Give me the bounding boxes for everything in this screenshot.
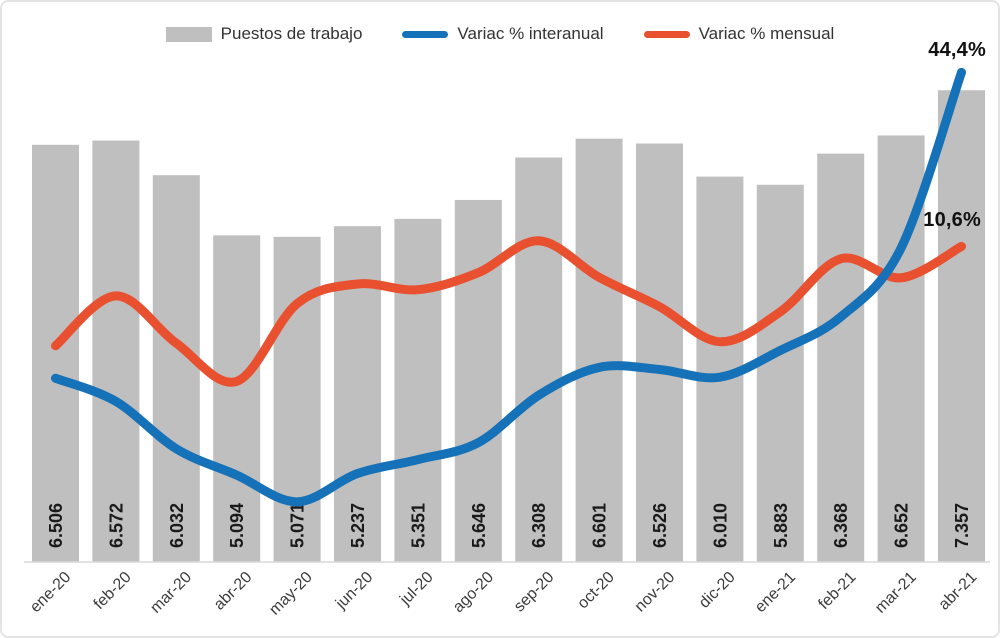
x-axis-label: jun-20 — [332, 569, 376, 613]
bar-value-label: 5.094 — [227, 503, 247, 548]
x-axis-label: sep-20 — [511, 569, 558, 616]
bar — [756, 184, 804, 562]
bar-value-label: 6.032 — [167, 503, 187, 548]
legend-label-interanual: Variac % interanual — [457, 24, 604, 43]
legend-item-mensual: Variac % mensual — [643, 24, 835, 44]
bar — [213, 235, 261, 563]
x-axis-label: jul-20 — [396, 569, 436, 609]
bar-value-label: 5.237 — [348, 503, 368, 548]
x-axis-label: ene-20 — [27, 569, 74, 616]
bar — [636, 143, 683, 562]
bar-value-label: 6.308 — [529, 503, 549, 548]
bar-value-label: 5.883 — [771, 503, 791, 548]
interanual-line — [51, 67, 966, 507]
mensual-line-swatch-icon — [643, 30, 690, 38]
x-axis-label: mar-20 — [147, 569, 195, 617]
x-axis-label: ago-20 — [450, 569, 497, 616]
bar-value-label: 5.071 — [288, 503, 308, 548]
x-axis-label: feb-21 — [815, 569, 859, 613]
bar-value-label: 6.526 — [650, 503, 670, 548]
x-axis-label: dic-20 — [696, 569, 739, 612]
legend: Puestos de trabajo Variac % interanual V… — [2, 24, 998, 44]
x-axis-label: mar-21 — [872, 569, 920, 617]
x-axis-label: feb-20 — [91, 569, 135, 613]
bar-value-label: 6.572 — [106, 503, 126, 548]
bar — [32, 144, 79, 563]
bar — [394, 218, 442, 562]
legend-item-interanual: Variac % interanual — [402, 24, 604, 44]
x-axis-label: nov-20 — [632, 569, 679, 616]
bar — [92, 140, 140, 562]
bar — [938, 90, 985, 563]
bar-value-label: 7.357 — [952, 503, 972, 548]
bar — [817, 153, 865, 563]
legend-item-puestos: Puestos de trabajo — [165, 24, 363, 44]
bar — [515, 157, 563, 562]
interanual-line-swatch-icon — [402, 30, 449, 38]
bar — [152, 175, 200, 562]
mom-end-value-annotation: 10,6% — [923, 209, 981, 231]
bar-value-label: 5.646 — [469, 503, 489, 548]
yoy-end-value-annotation: 44,4% — [928, 39, 986, 61]
x-axis-label: abr-21 — [936, 569, 981, 614]
x-axis-label: ene-21 — [752, 569, 799, 616]
bar — [575, 138, 623, 562]
legend-label-mensual: Variac % mensual — [698, 24, 835, 43]
bar-value-label: 6.010 — [710, 503, 730, 548]
bar-value-label: 5.351 — [408, 503, 428, 548]
x-axis-label: abr-20 — [211, 569, 256, 614]
bar-series-swatch-icon — [165, 26, 212, 42]
bar-value-label: 6.652 — [892, 503, 912, 548]
x-axis-label: may-20 — [266, 569, 316, 619]
bar-value-label: 6.368 — [831, 503, 851, 548]
mensual-line — [51, 236, 966, 387]
x-axis-label: oct-20 — [574, 569, 618, 613]
legend-label-puestos: Puestos de trabajo — [220, 24, 363, 43]
bar-value-label: 6.601 — [590, 503, 610, 548]
bar-value-label: 6.506 — [46, 503, 66, 548]
